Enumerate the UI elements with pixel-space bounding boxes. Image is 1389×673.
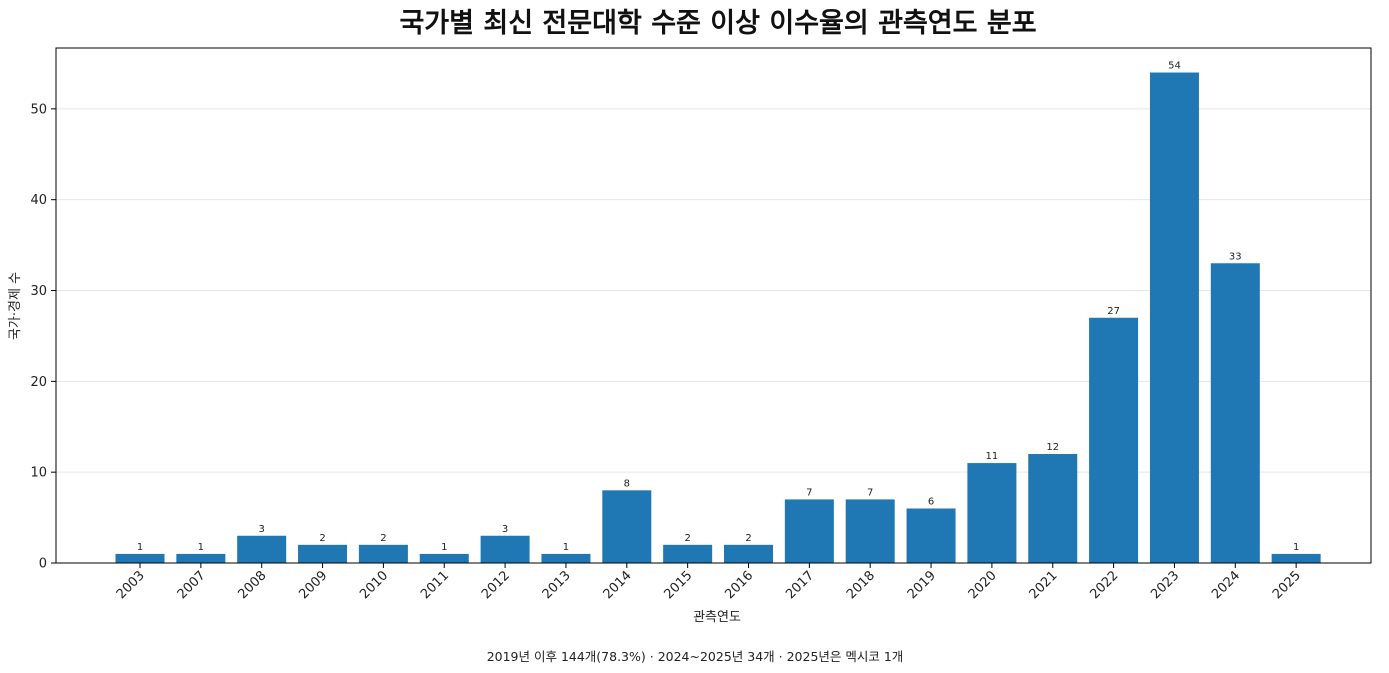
bar-value-label: 6 [928, 497, 934, 508]
x-tick-label: 2003 [114, 568, 148, 602]
bar [784, 499, 834, 563]
bar-value-label: 1 [198, 542, 204, 553]
bar-value-label: 54 [1168, 61, 1181, 72]
bar [1149, 72, 1199, 564]
bar-value-label: 3 [259, 524, 265, 535]
bar-value-label: 1 [137, 542, 143, 553]
x-tick-label: 2023 [1148, 568, 1182, 602]
bar [906, 508, 956, 563]
y-tick-label: 10 [30, 466, 47, 481]
x-tick-label: 2022 [1087, 568, 1121, 602]
bar [480, 535, 530, 563]
bar [1271, 553, 1321, 563]
bar [663, 544, 713, 563]
plot-frame [55, 47, 1372, 564]
bar [358, 544, 408, 563]
bar-value-label: 2 [319, 533, 325, 544]
x-tick-label: 2009 [296, 568, 330, 602]
bar [845, 499, 895, 563]
x-tick-label: 2013 [540, 568, 574, 602]
bar [541, 553, 591, 563]
x-axis-label: 관측연도 [693, 610, 741, 625]
y-tick-label: 50 [30, 102, 47, 117]
bar [724, 544, 773, 563]
bar-value-label: 33 [1229, 251, 1242, 262]
x-axis: 2003 2007 2008 2009 2010 2011 2012 2013 2014 2015… [114, 563, 1304, 602]
bar-value-label: 11 [986, 451, 999, 462]
bar [1089, 317, 1139, 563]
y-tick-label: 0 [39, 557, 47, 572]
bar [967, 463, 1017, 563]
bar [176, 553, 226, 563]
bar-value-label: 7 [867, 487, 873, 498]
x-tick-label: 2007 [175, 568, 209, 602]
bar [298, 544, 348, 563]
x-tick-label: 2025 [1270, 568, 1304, 602]
bar-value-label: 1 [1293, 542, 1299, 553]
bar-value-label: 27 [1107, 306, 1120, 317]
x-tick-label: 2008 [236, 568, 270, 602]
x-tick-label: 2010 [357, 568, 391, 602]
bar-value-label: 2 [745, 533, 751, 544]
bars [115, 72, 1321, 564]
bar-value-label: 1 [563, 542, 569, 553]
y-tick-label: 40 [30, 193, 47, 208]
chart-footnote: 2019년 이후 144개(78.3%) · 2024~2025년 34개 · … [487, 649, 904, 664]
x-tick-label: 2020 [966, 568, 1000, 602]
x-tick-label: 2021 [1027, 568, 1061, 602]
y-axis-label: 국가·경제 수 [8, 272, 23, 340]
y-tick-label: 20 [30, 375, 47, 390]
x-tick-label: 2015 [661, 568, 695, 602]
bar [115, 553, 165, 563]
x-tick-label: 2018 [844, 568, 878, 602]
bar [237, 535, 287, 563]
bar-value-label: 12 [1046, 442, 1059, 453]
x-tick-label: 2016 [722, 568, 756, 602]
x-tick-label: 2012 [479, 568, 513, 602]
chart-title: 국가별 최신 전문대학 수준 이상 이수율의 관측연도 분포 [399, 8, 1036, 39]
x-tick-label: 2017 [783, 568, 817, 602]
bar-value-label: 7 [806, 487, 812, 498]
bar-value-label: 2 [684, 533, 690, 544]
bar [419, 553, 469, 563]
x-tick-label: 2019 [905, 568, 939, 602]
x-tick-label: 2014 [601, 568, 635, 602]
bar-value-label: 2 [380, 533, 386, 544]
bar-value-label: 3 [502, 524, 508, 535]
bar [1210, 263, 1260, 563]
bar [1028, 454, 1078, 563]
y-axis: 0 10 20 30 40 50 [30, 102, 56, 572]
bar [602, 490, 652, 563]
bar-value-label: 8 [624, 478, 630, 489]
x-tick-label: 2011 [418, 568, 452, 602]
x-tick-label: 2024 [1209, 568, 1243, 602]
bar-value-label: 1 [441, 542, 447, 553]
y-tick-label: 30 [30, 284, 47, 299]
